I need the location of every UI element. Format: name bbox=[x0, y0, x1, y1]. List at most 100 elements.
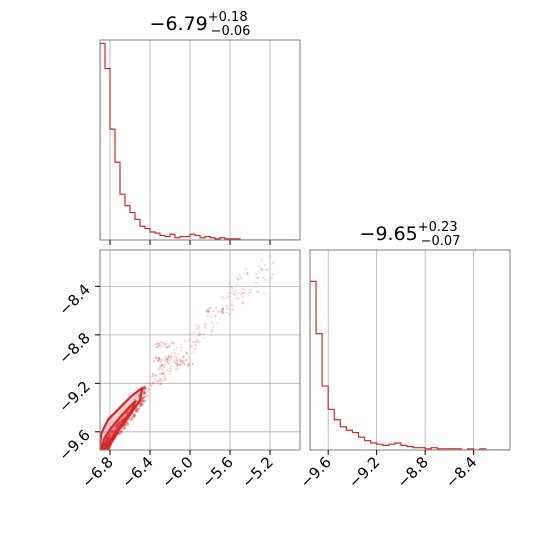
joint-density-point-523 bbox=[175, 359, 178, 362]
joint-density-point-530 bbox=[186, 364, 190, 367]
joint-density-point-526 bbox=[176, 362, 179, 365]
joint-density-point-153 bbox=[168, 359, 171, 363]
joint-density-point-143 bbox=[142, 392, 146, 396]
histogram-param2-steps bbox=[310, 280, 510, 450]
joint-density-point-396 bbox=[163, 375, 166, 378]
histogram-param2-bin-6 bbox=[346, 430, 352, 450]
joint-density-point-272 bbox=[227, 295, 230, 298]
joint-density-point-102 bbox=[143, 395, 146, 399]
joint-density-point-129 bbox=[206, 315, 209, 318]
joint-density-point-170 bbox=[119, 430, 123, 433]
joint-density-point-499 bbox=[139, 402, 143, 406]
joint-density-point-556 bbox=[222, 307, 225, 310]
joint-density-point-459 bbox=[170, 352, 174, 355]
joint-density-point-186 bbox=[125, 411, 128, 415]
joint-density-point-452 bbox=[179, 346, 182, 349]
joint-density-point-350 bbox=[99, 453, 102, 456]
histogram-param1-grid bbox=[109, 40, 271, 240]
joint-density-point-173 bbox=[193, 331, 196, 335]
histogram-param1-bin-3 bbox=[115, 162, 120, 240]
joint-density-point-25 bbox=[165, 369, 169, 372]
joint-density-point-171 bbox=[241, 287, 244, 291]
histogram-param1-steps bbox=[100, 42, 300, 240]
joint-density-point-282 bbox=[170, 368, 173, 371]
joint-density-point-232 bbox=[172, 360, 176, 363]
joint-density-point-210 bbox=[183, 339, 186, 343]
joint-density-point-536 bbox=[181, 360, 184, 364]
joint-density-point-29 bbox=[118, 432, 121, 436]
joint-density-point-516 bbox=[169, 364, 173, 368]
histogram-param1-bin-11 bbox=[155, 233, 160, 240]
joint-density-point-367 bbox=[145, 382, 148, 385]
joint-density-contours bbox=[100, 387, 144, 450]
joint-density-point-489 bbox=[237, 278, 240, 281]
joint-density-point-167 bbox=[99, 451, 102, 454]
joint-density-point-495 bbox=[143, 391, 146, 394]
joint-density-point-274 bbox=[105, 438, 108, 441]
histogram-param1-ticks bbox=[109, 240, 271, 245]
joint-density-point-96 bbox=[187, 356, 190, 359]
joint-density-point-369 bbox=[99, 451, 102, 454]
joint-density-point-386 bbox=[180, 343, 183, 346]
joint-density-point-228 bbox=[231, 304, 234, 307]
joint-density-point-321 bbox=[241, 300, 244, 304]
joint-density-point-579 bbox=[155, 342, 158, 345]
param2-upper: +0.23 bbox=[418, 220, 458, 235]
joint-density-point-494 bbox=[154, 373, 158, 376]
joint-density-point-522 bbox=[181, 359, 184, 362]
joint-density-point-570 bbox=[219, 310, 222, 313]
joint-density-point-403 bbox=[123, 423, 127, 427]
histogram-param2-bin-11 bbox=[377, 444, 383, 450]
joint-density-point-390 bbox=[123, 423, 127, 427]
joint-density-point-565 bbox=[206, 310, 209, 314]
joint-density-point-423 bbox=[188, 332, 191, 335]
joint-density-point-264 bbox=[212, 325, 215, 328]
joint-density-point-239 bbox=[256, 276, 259, 279]
joint-density-point-310 bbox=[265, 269, 268, 272]
histogram-param1-bin-1 bbox=[105, 69, 110, 240]
histogram-param2-bin-2 bbox=[322, 386, 328, 450]
joint-density-point-298 bbox=[256, 290, 259, 293]
joint-density-point-576 bbox=[156, 345, 159, 348]
joint-density-point-69 bbox=[107, 437, 111, 440]
joint-density-point-527 bbox=[176, 363, 179, 366]
joint-density-point-550 bbox=[159, 360, 163, 363]
joint-density-point-15 bbox=[203, 336, 206, 339]
param1-median: −6.79 bbox=[150, 13, 208, 35]
joint-density-point-20 bbox=[118, 420, 122, 424]
joint-density-point-529 bbox=[188, 362, 191, 366]
histogram-param1-bin-18 bbox=[190, 234, 195, 240]
joint-density-point-289 bbox=[162, 364, 165, 367]
joint-density-point-385 bbox=[161, 368, 164, 372]
joint-density-point-21 bbox=[203, 333, 206, 336]
joint-density-point-218 bbox=[203, 325, 207, 328]
histogram-param2-frame bbox=[309, 249, 511, 451]
joint-density-point-113 bbox=[191, 341, 194, 344]
joint-density-point-428 bbox=[143, 386, 147, 390]
joint-density-point-524 bbox=[182, 362, 185, 365]
joint-density-point-309 bbox=[130, 415, 134, 419]
joint-density-ytick-label-0: −8.4 bbox=[55, 280, 93, 318]
joint-density-point-261 bbox=[151, 381, 155, 384]
joint-density-point-200 bbox=[198, 341, 201, 344]
joint-density-point-531 bbox=[184, 359, 187, 362]
histogram-param2-xtick-label-3: −9.6 bbox=[297, 453, 335, 491]
joint-density-point-185 bbox=[211, 329, 214, 332]
joint-density-point-341 bbox=[153, 380, 156, 383]
joint-density-point-582 bbox=[159, 343, 162, 347]
joint-density-point-585 bbox=[160, 346, 163, 349]
joint-density-point-338 bbox=[158, 379, 161, 382]
joint-density-point-126 bbox=[107, 434, 111, 438]
joint-density-point-19 bbox=[182, 356, 185, 359]
joint-density-point-483 bbox=[152, 382, 155, 385]
joint-density-point-64 bbox=[161, 372, 164, 375]
joint-density-point-447 bbox=[229, 291, 232, 295]
joint-density-point-75 bbox=[196, 339, 200, 342]
joint-density-point-533 bbox=[187, 364, 190, 367]
joint-density-ytick-label-2: −9.2 bbox=[55, 377, 93, 415]
joint-density-point-451 bbox=[143, 385, 146, 389]
joint-density-point-60 bbox=[143, 385, 146, 389]
joint-density-point-395 bbox=[214, 315, 217, 318]
joint-density-point-325 bbox=[190, 345, 194, 348]
joint-density-point-528 bbox=[185, 358, 188, 362]
